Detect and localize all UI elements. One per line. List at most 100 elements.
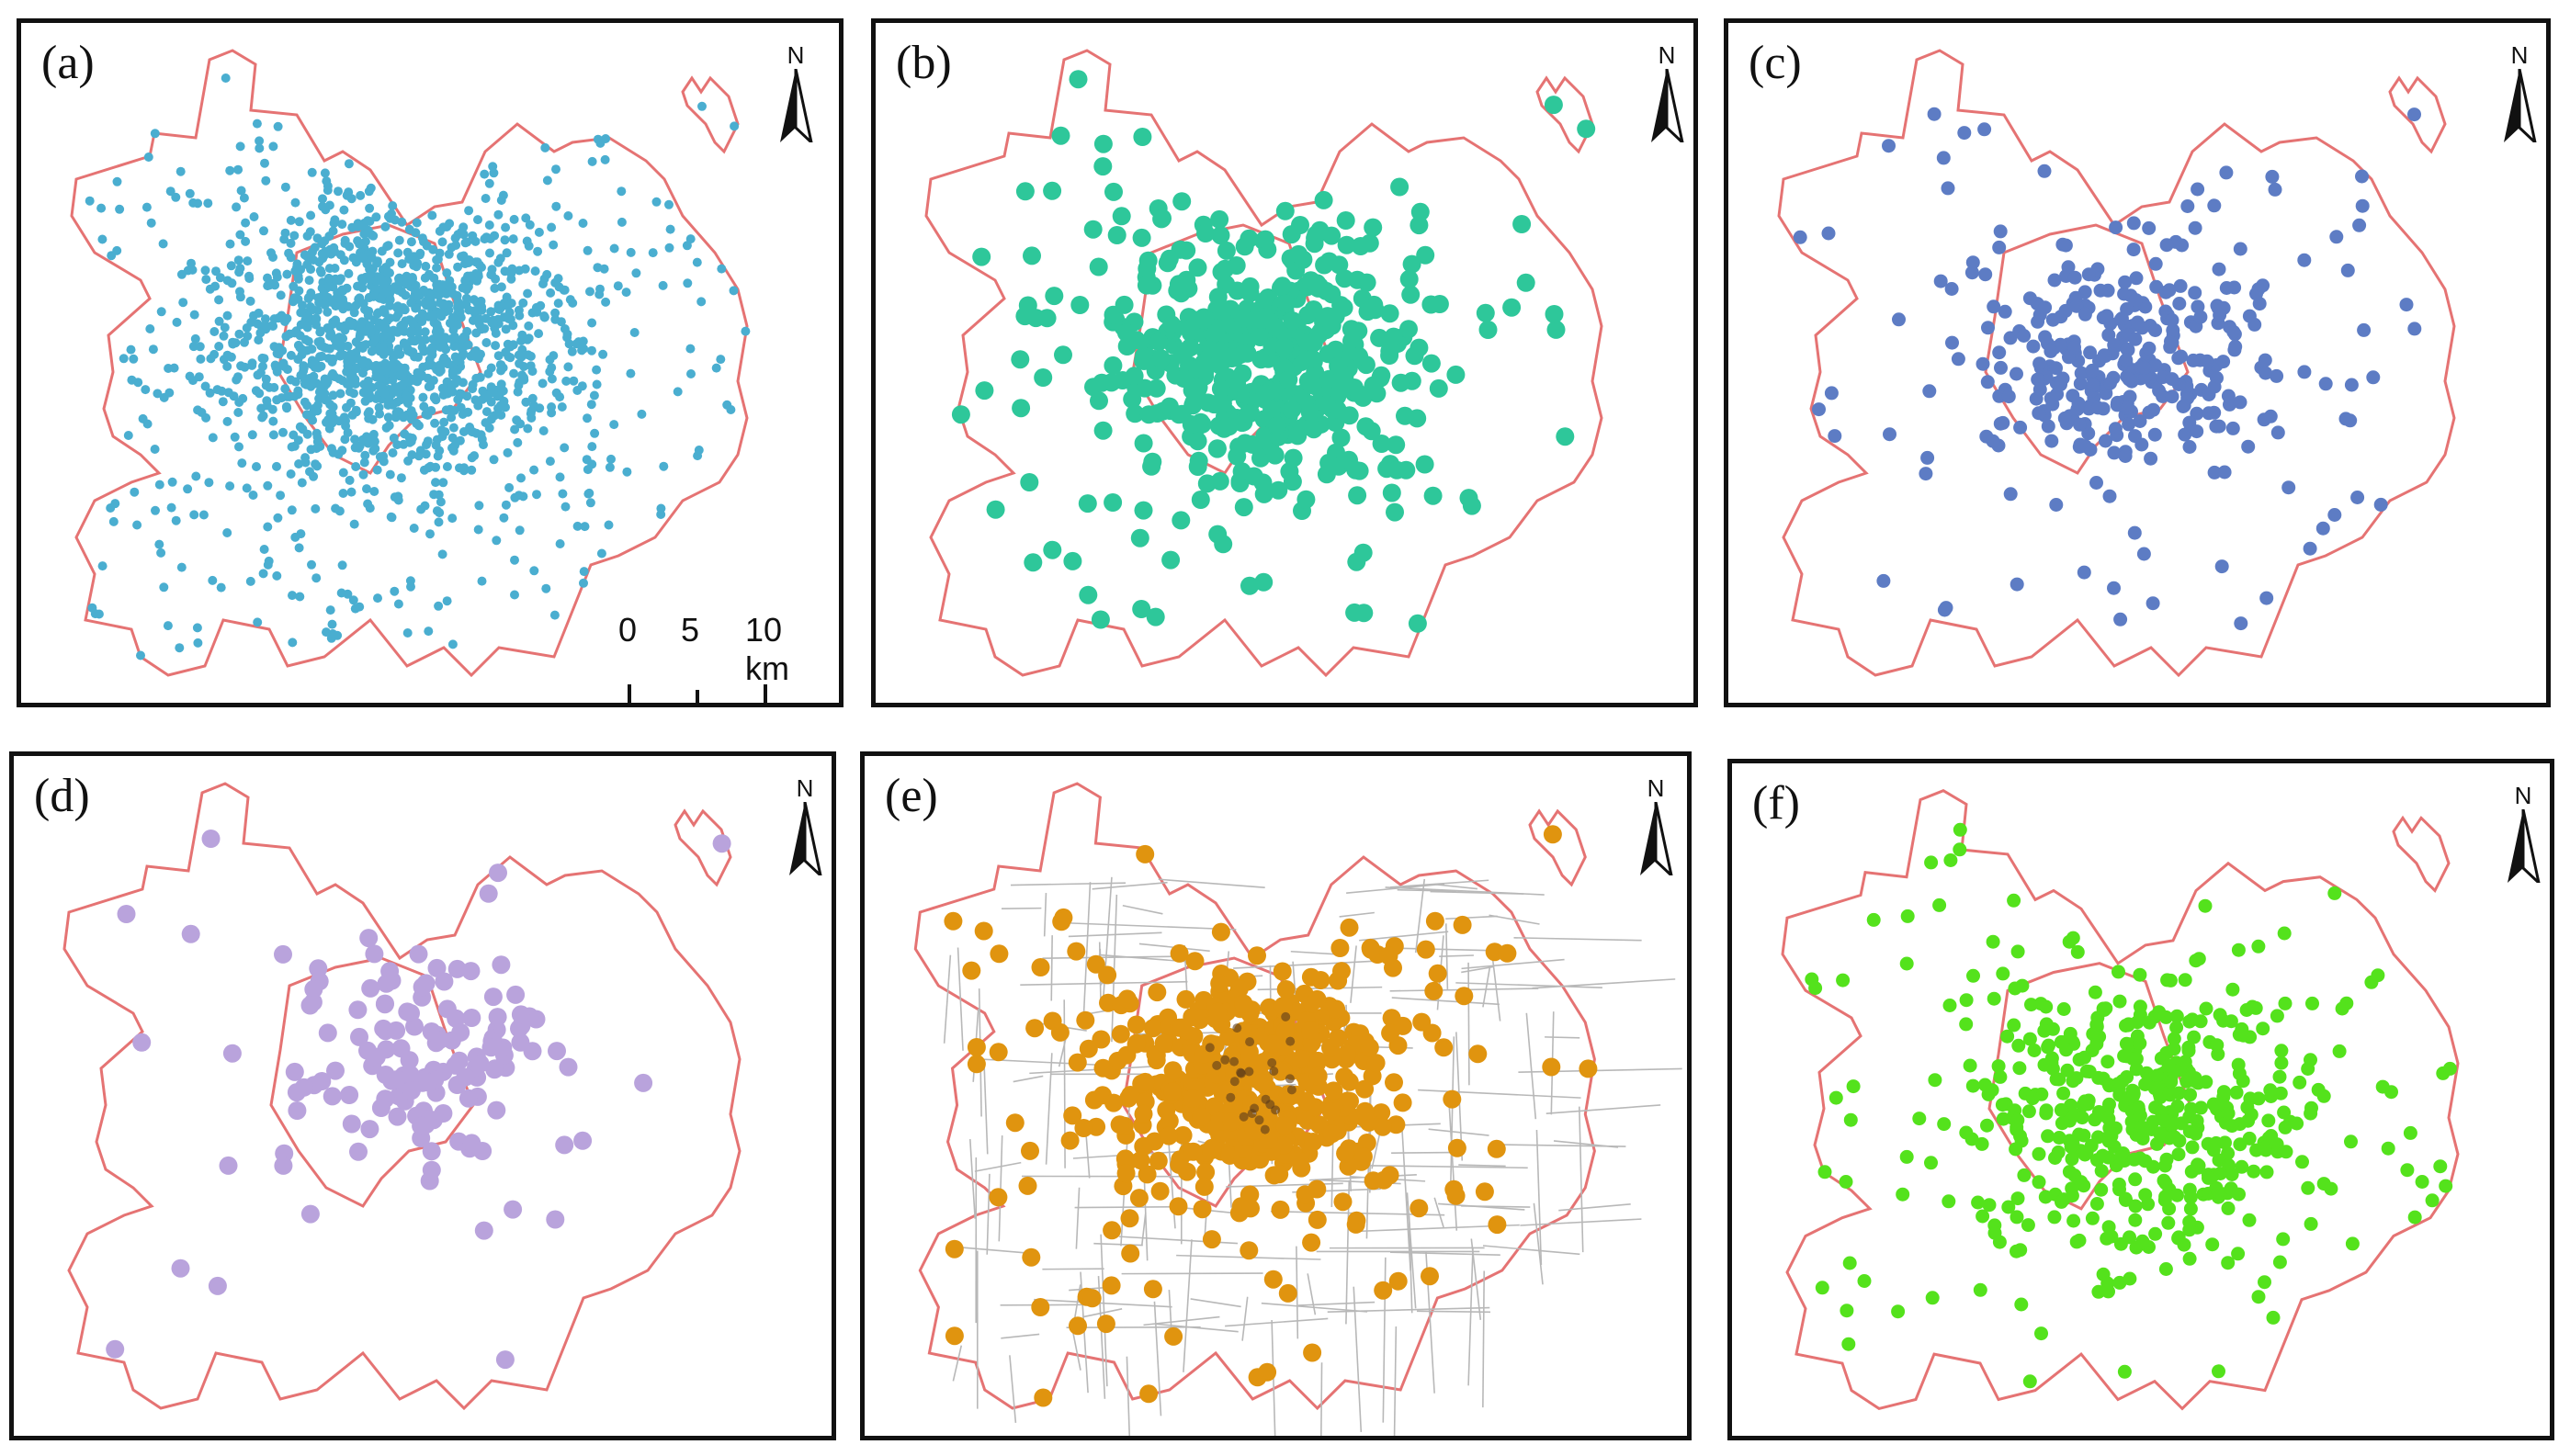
poi-point <box>402 628 413 638</box>
poi-point <box>508 234 518 244</box>
poi-point <box>142 419 153 429</box>
poi-point <box>379 331 389 341</box>
poi-point <box>1111 1024 1130 1044</box>
poi-point <box>265 382 275 392</box>
poi-point <box>593 134 603 144</box>
poi-point <box>136 650 145 660</box>
poi-point <box>587 345 596 356</box>
poi-point <box>2138 1188 2153 1202</box>
poi-point <box>579 578 588 588</box>
poi-point <box>218 397 228 407</box>
poi-point <box>300 250 310 260</box>
poi-point <box>500 235 510 245</box>
poi-point <box>1942 1194 1956 1209</box>
poi-point <box>2026 339 2041 354</box>
poi-point <box>2145 596 2160 611</box>
road-segment <box>1482 966 1491 1008</box>
poi-point <box>1544 96 1563 115</box>
poi-point <box>617 217 627 227</box>
poi-point <box>430 1031 449 1050</box>
poi-point <box>1883 427 1896 442</box>
poi-point <box>390 586 400 596</box>
poi-point <box>1408 614 1427 633</box>
poi-point <box>600 154 610 164</box>
poi-point <box>376 994 394 1013</box>
poi-point <box>376 1066 395 1084</box>
poi-point <box>1385 1073 1403 1092</box>
poi-point <box>2078 1145 2093 1159</box>
poi-point <box>2442 1061 2457 1076</box>
poi-point <box>1273 962 1292 981</box>
panel-label-c: (c) <box>1749 37 1802 89</box>
poi-point <box>205 388 215 398</box>
poi-point <box>2072 1233 2087 1247</box>
poi-point <box>485 234 495 243</box>
poi-point <box>1360 1038 1379 1057</box>
poi-point <box>1846 1079 1861 1094</box>
poi-point <box>587 442 597 452</box>
poi-point <box>253 617 263 627</box>
poi-point <box>324 281 334 291</box>
poi-point <box>309 305 318 315</box>
poi-point <box>351 405 361 415</box>
poi-point <box>493 257 504 267</box>
poi-point <box>2128 1213 2143 1227</box>
poi-point <box>313 293 323 303</box>
poi-point <box>617 186 627 197</box>
poi-point <box>2228 339 2243 354</box>
poi-point <box>294 459 304 468</box>
poi-point <box>1143 1019 1162 1038</box>
poi-point <box>1335 269 1354 288</box>
poi-point <box>385 295 395 305</box>
poi-point <box>2304 1216 2318 1231</box>
poi-point <box>593 263 603 273</box>
poi-point <box>2130 315 2145 330</box>
road-segment <box>952 1345 963 1382</box>
poi-point <box>1980 1118 1994 1133</box>
road-segment <box>970 1057 1111 1067</box>
poi-point <box>459 1089 478 1108</box>
poi-point <box>221 73 231 83</box>
poi-point <box>378 346 388 356</box>
poi-point <box>534 329 544 339</box>
poi-point <box>337 220 347 230</box>
poi-point <box>399 367 409 378</box>
poi-point <box>331 503 341 514</box>
poi-point <box>350 1027 368 1046</box>
poi-point <box>527 393 538 403</box>
poi-point <box>2290 1116 2304 1131</box>
road-segment <box>1390 879 1489 888</box>
poi-point <box>399 338 409 348</box>
poi-point <box>473 215 482 225</box>
poi-point <box>555 539 565 548</box>
poi-point <box>485 1059 504 1078</box>
poi-point <box>348 595 358 605</box>
poi-point <box>503 301 513 311</box>
poi-point <box>2122 417 2136 432</box>
poi-point <box>1092 1030 1111 1049</box>
poi-point <box>464 258 473 267</box>
map-canvas-b <box>924 49 1603 678</box>
poi-point <box>441 405 451 415</box>
dense-cluster-mark <box>1254 1115 1264 1125</box>
poi-point <box>729 286 739 296</box>
poi-point <box>166 502 176 513</box>
poi-point <box>2207 379 2222 394</box>
poi-point <box>2315 521 2330 536</box>
poi-point <box>1933 274 1948 288</box>
poi-point <box>143 152 153 162</box>
poi-point <box>315 352 325 362</box>
poi-point <box>297 350 307 360</box>
poi-point <box>321 205 331 215</box>
poi-point <box>2126 1087 2141 1101</box>
poi-point <box>2135 1235 2150 1249</box>
poi-point <box>1387 460 1407 480</box>
road-segment <box>1532 978 1676 989</box>
poi-point <box>506 985 526 1004</box>
poi-point <box>273 121 283 131</box>
poi-point <box>348 318 358 328</box>
poi-point <box>2037 1057 2052 1072</box>
poi-point <box>1290 1151 1309 1170</box>
poi-point <box>233 255 243 265</box>
road-segment <box>957 1246 1025 1254</box>
